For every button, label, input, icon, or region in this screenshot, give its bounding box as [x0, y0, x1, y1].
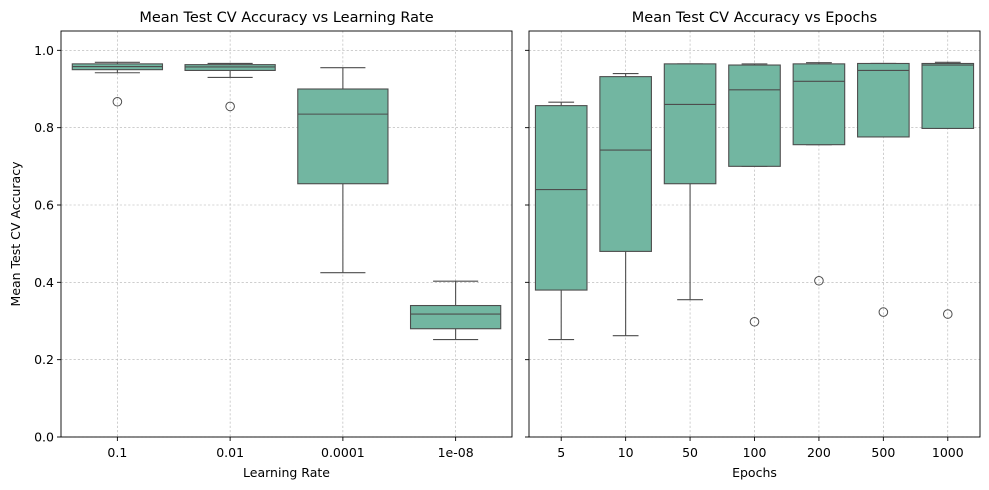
box-iqr [297, 88, 389, 185]
y-tick-label: 1.0 [34, 43, 54, 58]
box-5 [534, 101, 588, 341]
box-0.1 [71, 61, 164, 107]
chart-panel-2: 5 10 50 100 200 500 1000 Mean Test CV Accuracy … [525, 10, 981, 480]
box-500 [857, 62, 910, 317]
x-axis-label: Learning Rate [243, 465, 330, 480]
y-tick-label: 0.0 [34, 430, 54, 445]
box-iqr [857, 62, 910, 138]
x-tick-label: 0.01 [216, 445, 244, 460]
box-10 [599, 72, 652, 337]
outlier-point [225, 101, 235, 112]
box-iqr [599, 76, 652, 252]
box-iqr [792, 63, 846, 146]
box-iqr [921, 62, 975, 129]
x-tick-label: 0.0001 [321, 445, 365, 460]
box-1e-08 [409, 280, 502, 341]
axes-frame [60, 30, 513, 438]
x-tick-label: 5 [557, 445, 565, 460]
box-200 [792, 62, 846, 286]
box-iqr [728, 64, 781, 167]
chart-title: Mean Test CV Accuracy vs Epochs [632, 10, 877, 26]
box-0.01 [184, 62, 276, 112]
y-axis-label: Mean Test CV Accuracy [8, 161, 23, 307]
y-tick-label: 0.8 [34, 120, 54, 135]
outlier-point [112, 96, 123, 107]
x-axis-label: Epochs [732, 465, 777, 480]
chart-panel-1: 0.0 0.2 0.4 0.6 0.8 1.0 0.1 0.01 0.0001 1e-08 Mean… [8, 10, 513, 480]
outlier-point [749, 316, 760, 327]
x-tick-label: 100 [743, 445, 767, 460]
chart-title: Mean Test CV Accuracy vs Learning Rate [139, 10, 433, 26]
box-iqr [534, 105, 588, 291]
x-tick-label: 200 [807, 445, 831, 460]
y-tick-label: 0.2 [34, 352, 54, 367]
box-iqr [184, 64, 276, 71]
x-tick-label: 1000 [932, 445, 964, 460]
box-iqr [663, 63, 717, 185]
x-tick-label: 0.1 [107, 445, 127, 460]
x-tick-label: 500 [871, 445, 895, 460]
outlier-point [942, 309, 953, 319]
box-1000 [921, 61, 975, 319]
x-tick-label: 1e-08 [438, 445, 474, 460]
box-0.0001 [297, 67, 389, 274]
box-100 [728, 63, 781, 327]
x-tick-label: 10 [618, 445, 634, 460]
box-iqr [409, 304, 502, 330]
outlier-point [878, 307, 889, 317]
box-50 [663, 63, 717, 301]
outlier-point [814, 275, 824, 286]
y-tick-label: 0.6 [34, 198, 54, 213]
x-tick-label: 50 [682, 445, 698, 460]
y-tick-label: 0.4 [34, 275, 54, 290]
